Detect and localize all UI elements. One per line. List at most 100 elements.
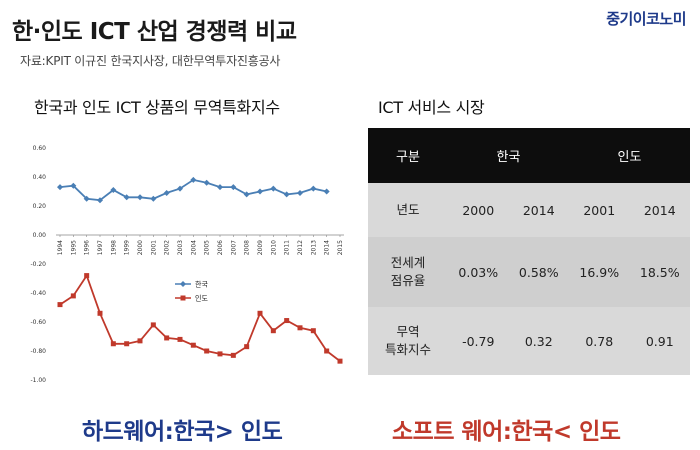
brand-logo-text: 중기이코노미 [606,10,686,28]
row-label-year: 년도 [368,183,448,237]
x-tick-label: 1996 [84,240,91,255]
data-point [230,184,237,191]
x-tick-label: 2011 [284,240,291,255]
header-cell-india: 인도 [569,128,690,183]
table-cell: 0.32 [508,307,569,375]
data-point [123,194,130,201]
table-row-year: 년도 2000 2014 2001 2014 [368,183,690,237]
table-cell: 2000 [448,183,509,237]
data-point [137,194,143,201]
legend-marker [180,281,186,287]
table-cell: 2001 [569,183,630,237]
data-point [177,336,183,342]
data-point [324,348,330,354]
x-tick-label: 2012 [297,240,304,255]
legend-label: 한국 [195,281,208,289]
data-point [244,344,250,350]
data-point [190,342,196,348]
data-point [70,293,76,299]
data-point [110,341,116,347]
x-tick-label: 2014 [324,240,331,255]
y-tick-label: -1.00 [30,377,46,384]
data-point [297,325,303,331]
data-point [57,184,63,191]
data-point [270,185,277,192]
x-tick-label: 2013 [310,240,317,255]
data-point [323,188,330,195]
y-tick-label: -0.60 [30,319,46,326]
data-point [257,310,263,316]
data-point [97,197,103,204]
header-cell-category: 구분 [368,128,448,183]
data-point [190,176,197,183]
table-cell: 0.78 [569,307,630,375]
source-note: 자료:KPIT 이규진 한국지사장, 대한무역투자진흥공사 [20,54,281,68]
y-tick-label: -0.40 [30,290,46,297]
x-tick-label: 2008 [244,240,251,255]
data-point [310,328,316,334]
y-tick-label: -0.20 [30,261,46,268]
y-tick-label: 0.20 [33,203,47,210]
table-row-share: 전세계 점유율 0.03% 0.58% 16.9% 18.5% [368,237,690,307]
table-title: ICT 서비스 시장 [378,98,485,117]
data-point [84,273,90,279]
y-tick-label: 0.00 [33,232,47,239]
data-point [97,310,103,316]
x-tick-label: 1999 [124,240,131,255]
data-point [204,348,210,354]
data-point [243,191,250,198]
data-point [177,185,183,192]
data-point [137,338,143,344]
series-line-1 [59,273,341,362]
table-cell: 0.91 [629,307,690,375]
x-tick-label: 2007 [230,240,237,255]
x-tick-label: 2009 [257,240,264,255]
x-tick-label: 2004 [190,240,197,255]
data-point [284,318,290,324]
x-tick-label: 2002 [164,240,171,255]
data-point [310,185,317,192]
x-tick-label: 2001 [150,240,157,255]
chart-title: 한국과 인도 ICT 상품의 무역특화지수 [34,98,280,117]
x-tick-label: 1994 [57,240,64,255]
table-cell: 0.03% [448,237,509,307]
y-tick-label: 0.40 [33,174,47,181]
legend-label: 인도 [195,294,208,303]
data-point [163,189,170,196]
data-point [337,358,343,364]
table-cell: 0.58% [508,237,569,307]
software-conclusion: 소프트 웨어:한국< 인도 [392,419,621,445]
data-point [57,302,63,308]
data-point [70,182,77,189]
x-tick-label: 1998 [110,240,117,255]
x-tick-label: 1997 [97,240,104,255]
ict-service-table: 구분 한국 인도 년도 2000 2014 2001 2014 전세계 점유율 0… [368,128,690,375]
data-point [150,195,157,202]
y-tick-label: -0.80 [30,348,46,355]
table-cell: 2014 [629,183,690,237]
data-point [203,179,210,186]
data-point [150,322,156,328]
data-point [297,189,303,196]
x-tick-label: 1995 [70,240,77,255]
table-header-row: 구분 한국 인도 [368,128,690,183]
trade-specialization-chart: 0.60 0.40 0.20 0.00 -0.20 -0.40 -0.60 -0.80 -1.0… [30,145,344,384]
data-point [164,335,170,341]
legend-marker [180,295,186,301]
data-point [283,191,290,198]
data-point [217,184,223,191]
row-label-tsi: 무역 특화지수 [368,307,448,375]
x-tick-label: 2000 [137,240,144,255]
table-cell: 2014 [508,183,569,237]
data-point [230,352,236,358]
table-cell: 18.5% [629,237,690,307]
x-tick-label: 2010 [270,240,277,255]
header-cell-korea: 한국 [448,128,569,183]
data-point [257,188,263,195]
x-tick-label: 2005 [204,240,211,255]
x-tick-label: 2003 [177,240,184,255]
page-title: 한·인도 ICT 산업 경쟁력 비교 [12,19,297,45]
y-tick-label: 0.60 [33,145,47,152]
data-point [83,195,90,202]
table-cell: -0.79 [448,307,509,375]
